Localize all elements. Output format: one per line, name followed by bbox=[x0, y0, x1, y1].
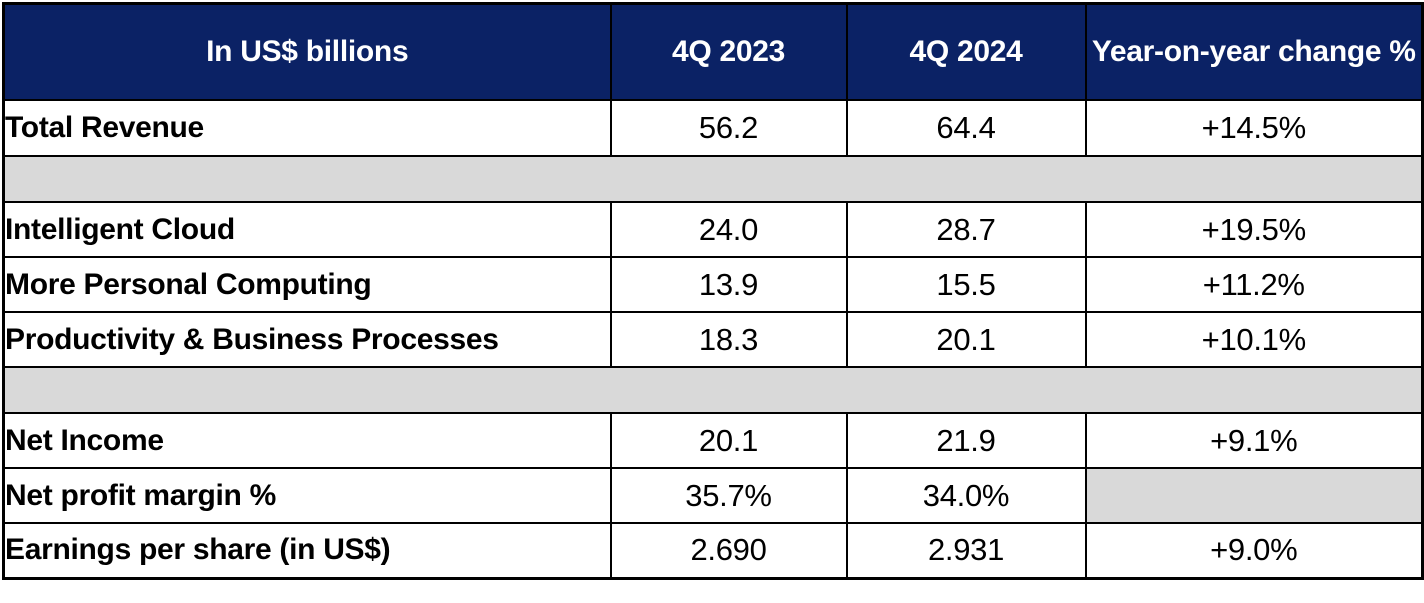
value-4q2023: 13.9 bbox=[609, 256, 848, 313]
value-4q2023: 18.3 bbox=[609, 311, 848, 368]
row-label: Net Income bbox=[2, 412, 612, 469]
value-4q2023: 35.7% bbox=[609, 467, 848, 524]
value-4q2024: 2.931 bbox=[845, 522, 1087, 579]
row-label: Net profit margin % bbox=[2, 467, 612, 524]
value-4q2024: 64.4 bbox=[845, 99, 1087, 157]
value-yoy: +10.1% bbox=[1084, 311, 1424, 368]
value-yoy: +19.5% bbox=[1084, 201, 1424, 258]
table-row-earnings-per-share: Earnings per share (in US$) 2.690 2.931 … bbox=[2, 522, 1424, 579]
value-4q2024: 15.5 bbox=[845, 256, 1087, 313]
value-4q2024: 28.7 bbox=[845, 201, 1087, 258]
value-4q2024: 20.1 bbox=[845, 311, 1087, 368]
table-row-productivity-business-processes: Productivity & Business Processes 18.3 2… bbox=[2, 311, 1424, 368]
value-4q2024: 21.9 bbox=[845, 412, 1087, 469]
value-4q2024: 34.0% bbox=[845, 467, 1087, 524]
spacer-row bbox=[3, 155, 1423, 203]
value-yoy: +11.2% bbox=[1084, 256, 1424, 313]
table-row-total-revenue: Total Revenue 56.2 64.4 +14.5% bbox=[2, 99, 1424, 157]
row-label: Earnings per share (in US$) bbox=[2, 522, 612, 579]
value-4q2023: 20.1 bbox=[609, 412, 848, 469]
value-4q2023: 2.690 bbox=[609, 522, 848, 579]
spacer-band bbox=[3, 155, 1423, 203]
value-yoy: +14.5% bbox=[1084, 99, 1424, 157]
table-row-net-profit-margin: Net profit margin % 35.7% 34.0% bbox=[2, 467, 1424, 524]
table-row-intelligent-cloud: Intelligent Cloud 24.0 28.7 +19.5% bbox=[2, 201, 1424, 258]
table-row-more-personal-computing: More Personal Computing 13.9 15.5 +11.2% bbox=[2, 256, 1424, 313]
row-label: More Personal Computing bbox=[2, 256, 612, 313]
value-yoy-blank bbox=[1084, 467, 1424, 524]
spacer-band bbox=[3, 366, 1423, 414]
row-label: Total Revenue bbox=[2, 99, 612, 157]
value-4q2023: 56.2 bbox=[609, 99, 848, 157]
value-yoy: +9.0% bbox=[1084, 522, 1424, 579]
spacer-row bbox=[3, 366, 1423, 414]
header-row: In US$ billions 4Q 2023 4Q 2024 Year-on-… bbox=[2, 2, 1424, 101]
column-header-units: In US$ billions bbox=[2, 2, 612, 101]
row-label: Intelligent Cloud bbox=[2, 201, 612, 258]
table-row-net-income: Net Income 20.1 21.9 +9.1% bbox=[2, 412, 1424, 469]
column-header-yoy: Year-on-year change % bbox=[1084, 2, 1424, 101]
column-header-4q2023: 4Q 2023 bbox=[609, 2, 848, 101]
row-label: Productivity & Business Processes bbox=[2, 311, 612, 368]
value-yoy: +9.1% bbox=[1084, 412, 1424, 469]
financial-results-table: In US$ billions 4Q 2023 4Q 2024 Year-on-… bbox=[2, 2, 1424, 580]
column-header-4q2024: 4Q 2024 bbox=[845, 2, 1087, 101]
value-4q2023: 24.0 bbox=[609, 201, 848, 258]
